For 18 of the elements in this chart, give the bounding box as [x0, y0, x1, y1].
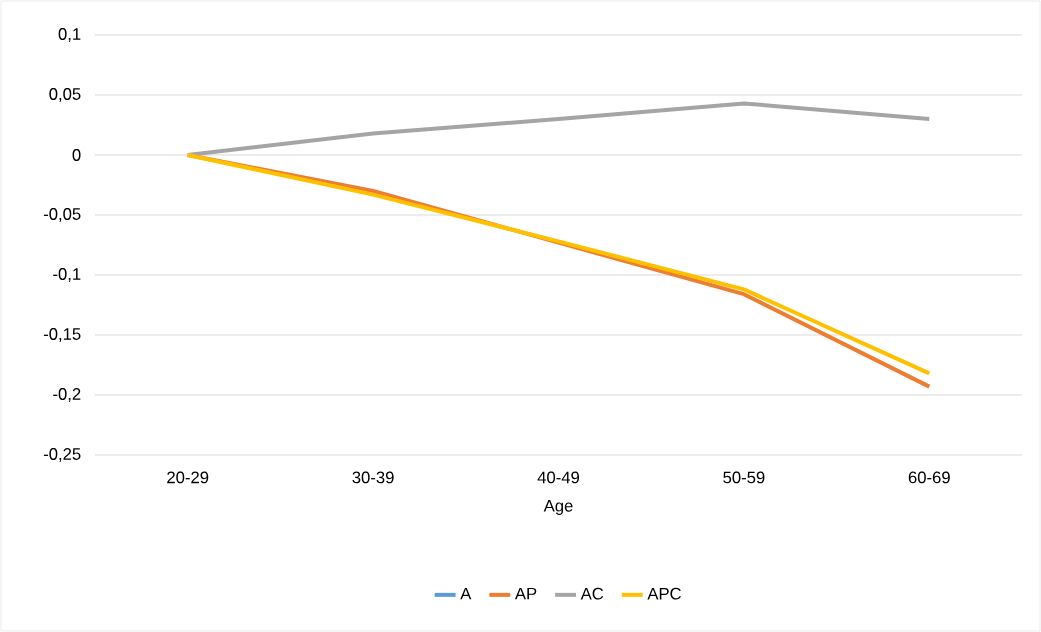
legend-label: AP [514, 587, 537, 600]
x-tick-label: 30-39 [352, 471, 394, 484]
x-tick-label: 20-29 [167, 471, 209, 484]
y-tick-label: -0,2 [53, 388, 81, 402]
y-tick-label: -0,1 [53, 268, 81, 282]
y-tick-label: -0,05 [43, 208, 81, 222]
y-tick-label: 0,1 [58, 28, 81, 42]
y-tick-label: 0,05 [49, 88, 81, 102]
y-tick-label: 0 [72, 149, 81, 161]
legend-label: A [460, 587, 472, 600]
y-tick-label: -0,25 [43, 448, 81, 462]
legend-label: AC [580, 587, 604, 600]
x-tick-label: 50-59 [723, 471, 765, 484]
x-axis-title: Age [543, 500, 573, 515]
legend-label: APC [647, 587, 681, 600]
y-tick-label: -0,15 [43, 328, 81, 342]
x-tick-label: 60-69 [908, 471, 950, 484]
x-tick-label: 40-49 [537, 471, 580, 484]
